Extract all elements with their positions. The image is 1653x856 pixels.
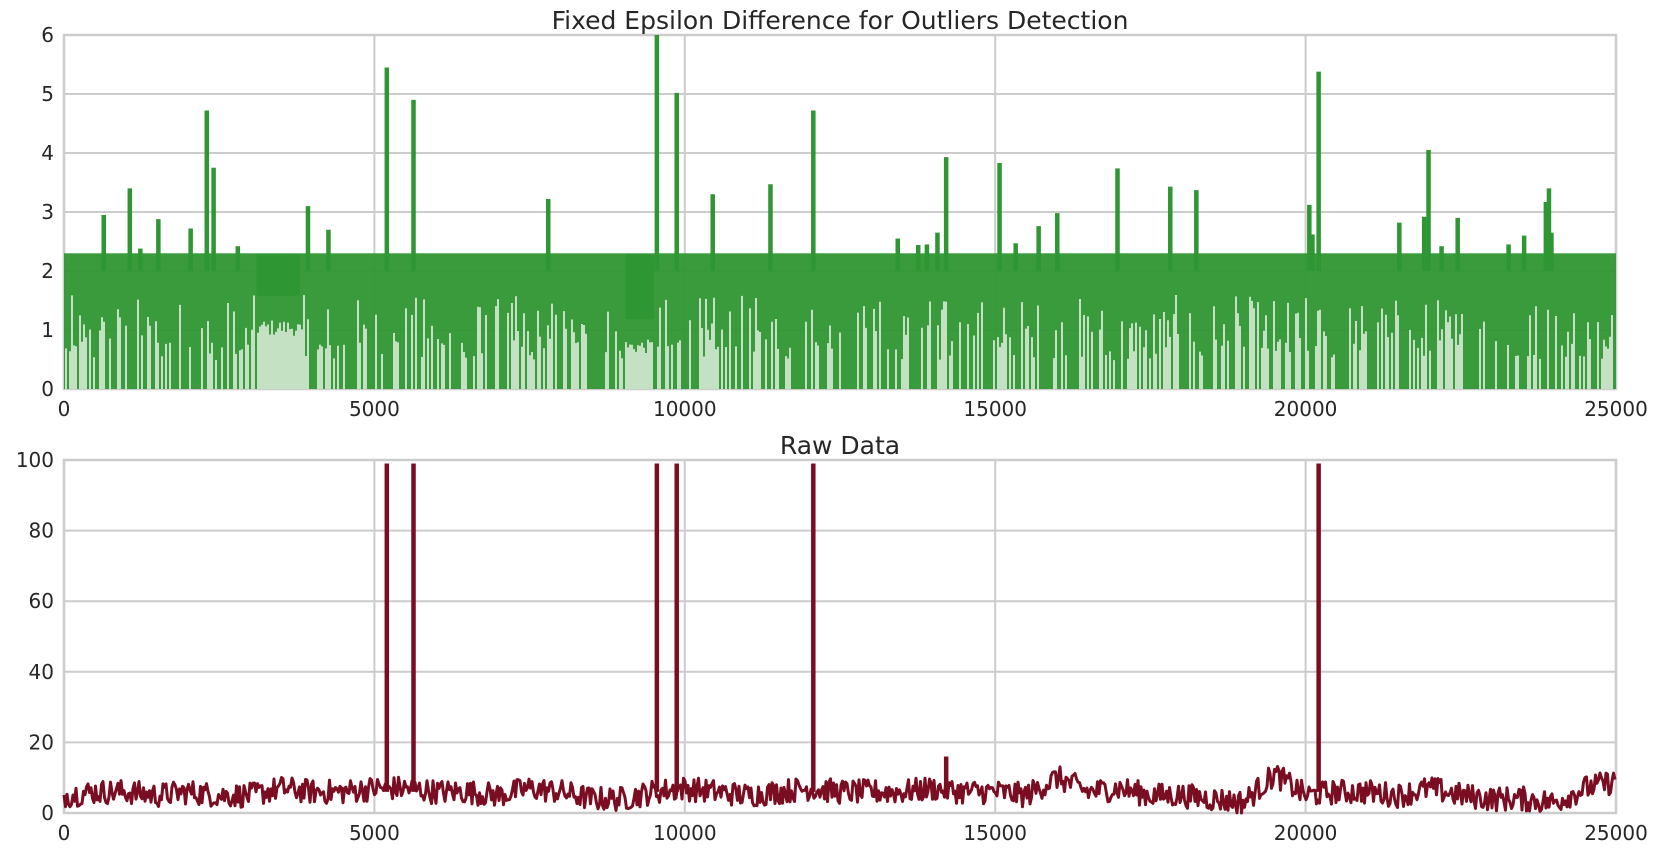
y-tick-label: 20 (29, 730, 54, 754)
tick-labels: 0 5000 10000 15000 20000 25000 0 20 40 60 80 100 (16, 448, 1648, 845)
y-tick-label: 80 (29, 519, 54, 543)
chart-title: Raw Data (780, 431, 900, 460)
raw-data-panel: 0 5000 10000 15000 20000 25000 0 20 40 60 80 100 Ra… (16, 431, 1648, 845)
plot-area (62, 458, 1618, 815)
y-tick-label: 0 (41, 377, 54, 401)
x-tick-label: 0 (58, 821, 71, 845)
y-tick-label: 5 (41, 82, 54, 106)
grid-lines (64, 460, 1616, 813)
y-tick-label: 60 (29, 589, 54, 613)
epsilon-difference-panel: 0 5000 10000 15000 20000 25000 0 1 2 3 4 5 6 Fixed E… (41, 6, 1648, 421)
raw-data-line (62, 765, 1617, 815)
x-tick-label: 10000 (653, 397, 717, 421)
smooth-region (625, 254, 654, 320)
x-tick-label: 0 (58, 397, 71, 421)
x-tick-label: 10000 (653, 821, 717, 845)
x-tick-label: 5000 (349, 821, 400, 845)
data-series (64, 35, 1616, 389)
y-tick-label: 4 (41, 141, 54, 165)
y-tick-label: 2 (41, 259, 54, 283)
data-series (62, 463, 1617, 815)
x-tick-label: 5000 (349, 397, 400, 421)
tick-labels: 0 5000 10000 15000 20000 25000 0 1 2 3 4 5 6 (41, 23, 1648, 421)
y-tick-label: 0 (41, 801, 54, 825)
y-tick-label: 1 (41, 318, 54, 342)
y-tick-label: 100 (16, 448, 54, 472)
x-tick-label: 15000 (963, 397, 1027, 421)
x-tick-label: 15000 (963, 821, 1027, 845)
y-tick-label: 6 (41, 23, 54, 47)
y-tick-label: 40 (29, 660, 54, 684)
smooth-region (256, 254, 300, 296)
band-gaps (65, 295, 1613, 389)
x-tick-label: 20000 (1274, 821, 1338, 845)
x-tick-label: 20000 (1274, 397, 1338, 421)
x-tick-label: 25000 (1584, 397, 1648, 421)
y-tick-label: 3 (41, 200, 54, 224)
chart-title: Fixed Epsilon Difference for Outliers De… (552, 6, 1129, 35)
x-tick-label: 25000 (1584, 821, 1648, 845)
